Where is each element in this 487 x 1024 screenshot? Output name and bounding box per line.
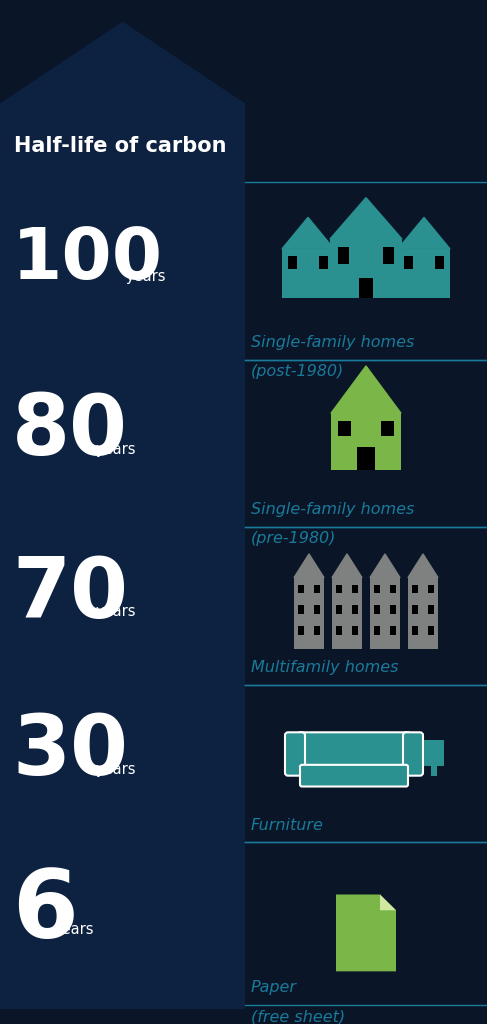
- FancyBboxPatch shape: [300, 765, 408, 786]
- Bar: [338, 421, 351, 436]
- Text: (pre-1980): (pre-1980): [251, 531, 337, 546]
- Text: Furniture: Furniture: [251, 817, 324, 833]
- Text: Paper: Paper: [251, 980, 297, 995]
- Polygon shape: [370, 554, 400, 578]
- Text: Single-family homes: Single-family homes: [251, 335, 414, 350]
- Polygon shape: [336, 895, 396, 972]
- FancyBboxPatch shape: [403, 732, 423, 775]
- Bar: [314, 626, 320, 635]
- Polygon shape: [380, 895, 396, 910]
- Bar: [336, 605, 342, 614]
- Bar: [336, 585, 342, 593]
- Bar: [431, 766, 437, 775]
- Bar: [404, 256, 413, 268]
- Polygon shape: [408, 554, 438, 578]
- Bar: [314, 585, 320, 593]
- Bar: [381, 421, 394, 436]
- Bar: [298, 605, 304, 614]
- Polygon shape: [294, 554, 324, 578]
- Bar: [359, 279, 373, 298]
- Bar: [330, 239, 402, 298]
- Bar: [428, 585, 434, 593]
- Text: years: years: [96, 762, 136, 777]
- Polygon shape: [398, 217, 450, 249]
- Bar: [398, 773, 404, 780]
- Bar: [314, 605, 320, 614]
- Text: Multifamily homes: Multifamily homes: [251, 659, 398, 675]
- Bar: [390, 626, 396, 635]
- Text: 6: 6: [12, 866, 78, 957]
- Text: years: years: [96, 604, 136, 620]
- FancyBboxPatch shape: [297, 732, 411, 772]
- Bar: [390, 585, 396, 593]
- Polygon shape: [331, 366, 401, 414]
- Text: 100: 100: [12, 224, 163, 294]
- Bar: [408, 578, 438, 648]
- Bar: [245, 0, 487, 1009]
- Text: 70: 70: [12, 554, 128, 635]
- Bar: [319, 256, 328, 268]
- Polygon shape: [282, 217, 334, 249]
- Bar: [424, 740, 444, 766]
- Polygon shape: [0, 22, 245, 1009]
- Bar: [331, 414, 401, 470]
- Bar: [370, 578, 400, 648]
- Bar: [352, 626, 358, 635]
- Polygon shape: [332, 554, 362, 578]
- Bar: [374, 626, 380, 635]
- Text: 80: 80: [12, 391, 128, 472]
- Bar: [412, 605, 418, 614]
- Bar: [374, 605, 380, 614]
- Bar: [428, 605, 434, 614]
- Text: (post-1980): (post-1980): [251, 364, 344, 379]
- Text: years: years: [96, 441, 136, 457]
- Bar: [398, 249, 450, 298]
- Polygon shape: [330, 198, 402, 239]
- Bar: [338, 247, 349, 264]
- Bar: [332, 578, 362, 648]
- Bar: [336, 626, 342, 635]
- Bar: [306, 773, 312, 780]
- Bar: [294, 578, 324, 648]
- Bar: [282, 249, 334, 298]
- Bar: [352, 605, 358, 614]
- Bar: [357, 446, 375, 470]
- Bar: [374, 585, 380, 593]
- Text: years: years: [126, 269, 167, 285]
- Bar: [352, 585, 358, 593]
- Bar: [288, 256, 297, 268]
- FancyBboxPatch shape: [285, 732, 305, 775]
- Bar: [298, 585, 304, 593]
- Bar: [428, 626, 434, 635]
- Text: 30: 30: [12, 712, 128, 793]
- Bar: [298, 626, 304, 635]
- Bar: [412, 626, 418, 635]
- Text: Half-life of carbon: Half-life of carbon: [14, 136, 226, 156]
- Bar: [390, 605, 396, 614]
- Text: Single-family homes: Single-family homes: [251, 503, 414, 517]
- Bar: [383, 247, 394, 264]
- Bar: [435, 256, 444, 268]
- Text: (free sheet): (free sheet): [251, 1009, 345, 1024]
- Bar: [412, 585, 418, 593]
- Text: years: years: [54, 923, 94, 937]
